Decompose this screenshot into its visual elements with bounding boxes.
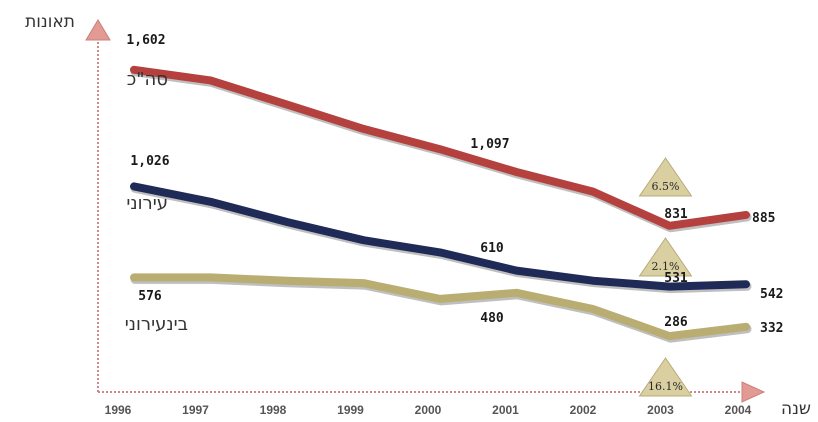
data-label: 531	[664, 271, 688, 286]
data-label: 576	[138, 289, 162, 304]
change-triangle	[638, 357, 693, 397]
x-tick-label: 2002	[570, 403, 597, 417]
data-label: 286	[664, 315, 688, 330]
x-tick-label: 2000	[415, 403, 442, 417]
x-tick-label: 1996	[105, 403, 132, 417]
x-tick-label: 1998	[260, 403, 287, 417]
data-label: 1,026	[130, 154, 169, 169]
x-tick-label: 1999	[337, 403, 364, 417]
change-percent-label: 2.1%	[652, 260, 680, 273]
x-tick-label: 2003	[647, 403, 674, 417]
x-tick-label: 1997	[182, 403, 209, 417]
series-name-label: עירוני	[126, 193, 168, 214]
change-percent-label: 6.5%	[652, 180, 680, 193]
data-label: 480	[480, 311, 504, 326]
data-label: 885	[752, 211, 775, 226]
x-tick-label: 2004	[725, 403, 752, 417]
series-name-label: סה"כ	[127, 69, 168, 90]
x-axis-label: שנה	[781, 399, 811, 419]
x-tick-label: 2001	[492, 403, 519, 417]
change-triangle	[638, 157, 693, 197]
data-label: 1,602	[126, 33, 165, 48]
data-label: 831	[664, 207, 688, 222]
series-name-label: בינעירוני	[125, 314, 188, 335]
data-label: 1,097	[470, 137, 509, 152]
data-label: 542	[760, 287, 783, 302]
change-triangle	[638, 237, 693, 277]
y-axis-label: תאונות	[25, 12, 75, 32]
change-percent-label: 16.1%	[648, 380, 683, 393]
x-axis-arrow	[741, 381, 766, 403]
data-label: 610	[480, 241, 504, 256]
y-axis-arrow	[85, 19, 111, 41]
data-label: 332	[760, 321, 783, 336]
